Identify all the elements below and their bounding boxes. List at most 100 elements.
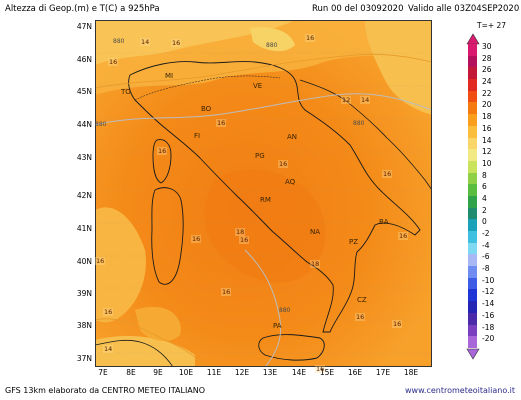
colorbar-swatch [468, 219, 477, 231]
colorbar-value: 20 [482, 100, 492, 110]
lon-label: 13E [262, 368, 278, 377]
colorbar-row: 6 [458, 182, 518, 196]
geopotential-label: 880 [353, 120, 365, 127]
lat-label: 40N [76, 257, 92, 266]
colorbar-swatch [468, 114, 477, 126]
lon-label: 17E [375, 368, 391, 377]
colorbar-value: -2 [482, 229, 490, 238]
isotherm-label: 16 [305, 34, 316, 42]
colorbar-value: -18 [482, 322, 495, 332]
colorbar-row: -14 [458, 299, 518, 313]
isotherm-line [95, 318, 206, 367]
city-label: CZ [357, 296, 367, 304]
lon-label: 16E [347, 368, 363, 377]
colorbar-value: 30 [482, 42, 492, 51]
colorbar-value: 16 [482, 123, 492, 133]
lon-label: 10E [178, 368, 194, 377]
colorbar-row: 16 [458, 123, 518, 138]
map-title: Altezza di Geop.(m) e T(C) a 925hPa [5, 4, 160, 14]
isotherm-label: 16 [355, 313, 366, 321]
colorbar-bottom-arrow [466, 348, 480, 360]
isotherm-label: 16 [191, 235, 202, 243]
lon-label: 9E [153, 368, 163, 377]
colorbar-row: 4 [458, 193, 518, 208]
colorbar-row: -18 [458, 322, 518, 337]
lat-label: 47N [76, 22, 92, 31]
isotherm-label: 16 [239, 236, 250, 244]
colorbar-swatch [468, 184, 477, 196]
temp-field-12-alps [250, 27, 295, 52]
colorbar-value: 2 [482, 205, 487, 215]
colorbar-value: 18 [482, 112, 492, 122]
colorbar-value: -8 [482, 264, 490, 274]
lon-label: 7E [98, 368, 108, 377]
isotherm-label: 16 [103, 308, 114, 316]
colorbar-value: 6 [482, 182, 487, 192]
colorbar-value: 28 [482, 53, 492, 63]
colorbar-row: 20 [458, 100, 518, 115]
temp-field-18-core [204, 169, 326, 283]
isotherm-label: 16 [398, 232, 409, 240]
colorbar-row: -20 [458, 334, 518, 348]
colorbar-swatch [468, 242, 477, 255]
colorbar-value: 14 [482, 135, 492, 145]
isotherm-label: 16 [171, 39, 182, 47]
temp-field-16-west [95, 207, 146, 323]
lon-label: 12E [234, 368, 250, 377]
city-label: MI [165, 72, 174, 80]
isotherm-label: 14 [140, 38, 151, 46]
colorbar-swatch [468, 336, 477, 348]
colorbar-row: 24 [458, 77, 518, 91]
isotherm-label: 16 [95, 257, 106, 265]
colorbar-row: 30 [458, 42, 518, 56]
city-label: PZ [349, 238, 359, 246]
footer-url[interactable]: www.centrometeoitaliano.it [405, 386, 515, 395]
colorbar-row: -10 [458, 276, 518, 290]
africa-coastline [95, 339, 174, 367]
colorbar-swatch [468, 102, 477, 115]
city-label: BA [379, 218, 389, 226]
city-label: NA [310, 228, 321, 236]
colorbar-swatch [468, 160, 477, 173]
colorbar-value: 26 [482, 65, 492, 75]
isotherm-label: 16 [392, 320, 403, 328]
lat-label: 39N [76, 289, 92, 298]
italy-coastline [128, 61, 421, 333]
isotherm-label: 16 [221, 288, 232, 296]
colorbar-swatch [468, 312, 477, 325]
city-label: RM [260, 196, 271, 204]
city-label: BO [201, 105, 212, 113]
geopotential-contour [95, 93, 432, 126]
city-label: AQ [285, 178, 296, 186]
colorbar-swatch [468, 79, 477, 91]
temp-field-14-balkans [365, 20, 432, 115]
colorbar-row: -8 [458, 264, 518, 278]
lon-label: 18E [403, 368, 419, 377]
colorbar-swatch [468, 90, 477, 103]
colorbar-value: 22 [482, 88, 492, 98]
colorbar-value: -4 [482, 240, 490, 250]
colorbar-value: -20 [482, 334, 495, 344]
colorbar-swatch [468, 125, 477, 138]
colorbar-row: -4 [458, 240, 518, 255]
city-label: FI [194, 132, 201, 140]
isotherm-label: 12 [341, 96, 352, 104]
colorbar-value: -6 [482, 252, 490, 262]
forecast-step-label: T=+ 27 [477, 21, 507, 30]
colorbar-value: 4 [482, 193, 487, 203]
colorbar-value: -12 [482, 287, 495, 297]
lat-label: 38N [76, 321, 92, 330]
map-header: Altezza di Geop.(m) e T(C) a 925hPa Run … [0, 0, 521, 20]
temp-field-14-alps [95, 20, 295, 65]
colorbar-row: 10 [458, 159, 518, 173]
lat-label: 41N [76, 224, 92, 233]
sardinia-coastline [151, 187, 184, 285]
valid-label: Valido alle 03Z04SEP2020 [408, 4, 520, 14]
colorbar-row: 26 [458, 65, 518, 80]
colorbar-swatch [468, 44, 477, 56]
city-label: VE [253, 82, 263, 90]
lon-label: 15E [319, 368, 335, 377]
colorbar-row: -6 [458, 252, 518, 267]
isotherm-label: 14 [103, 345, 114, 353]
colorbar-row: -16 [458, 311, 518, 325]
